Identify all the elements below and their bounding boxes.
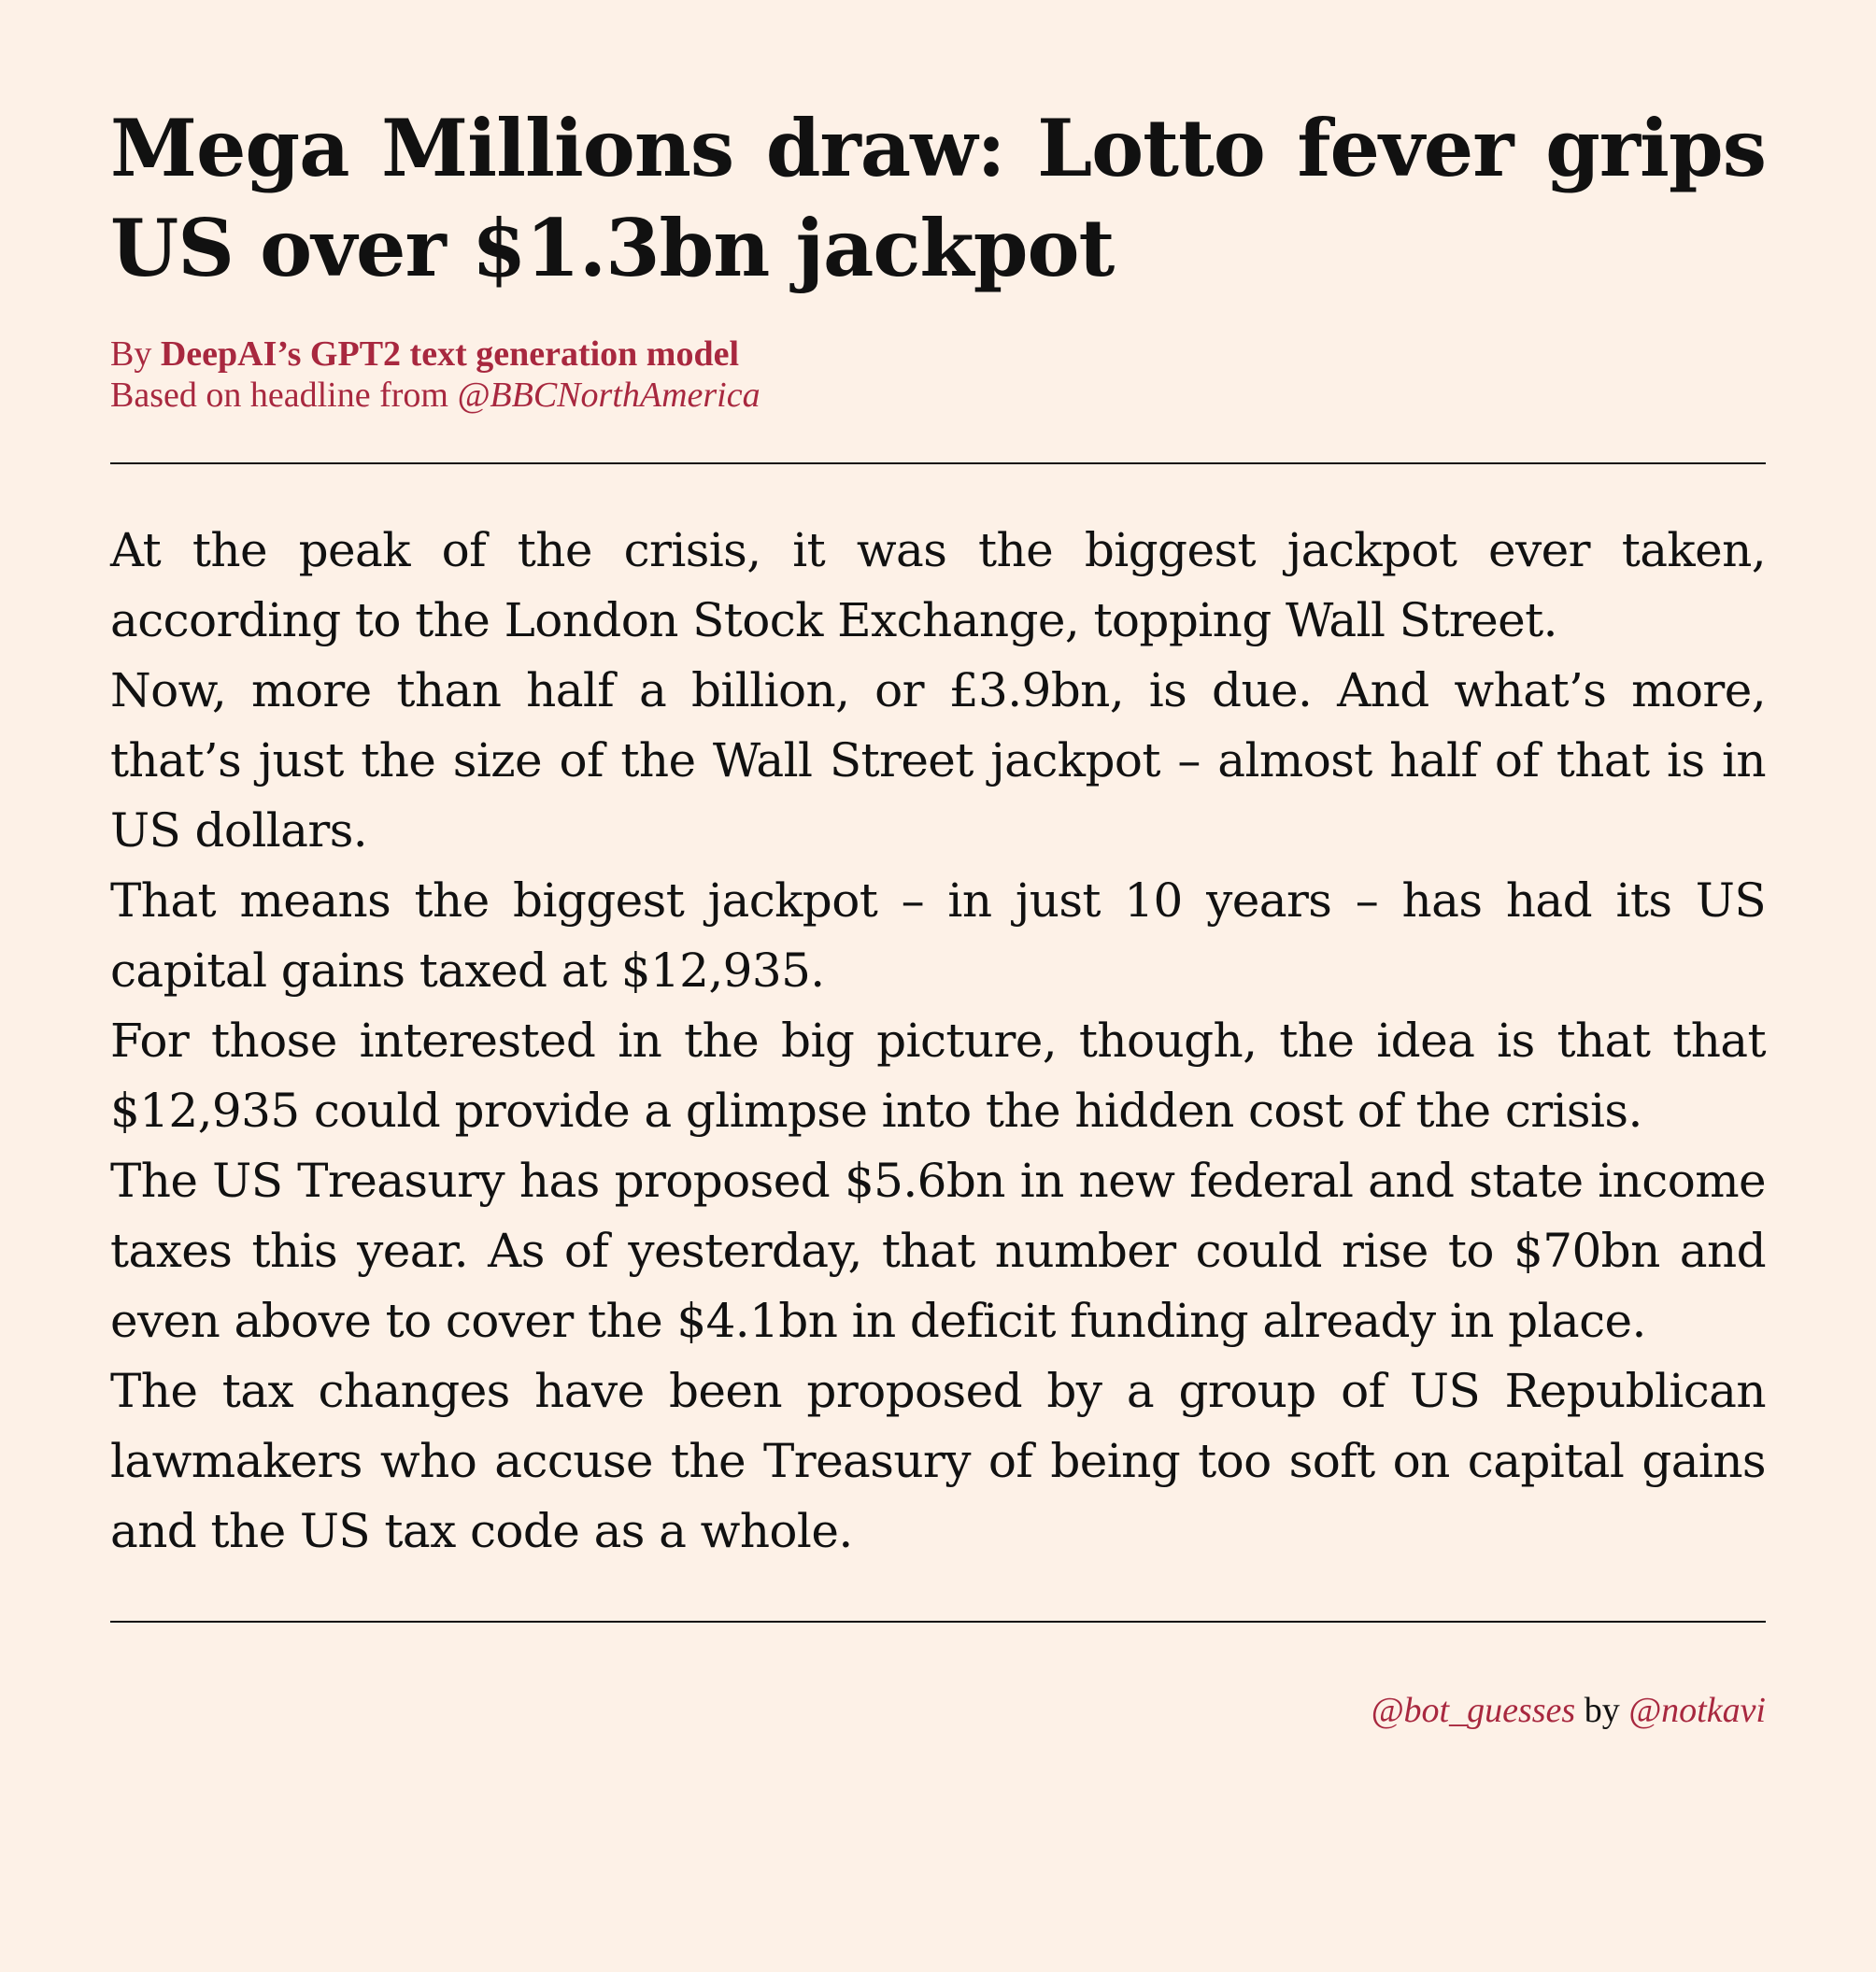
source-handle-link[interactable]: @BBCNorthAmerica xyxy=(457,376,760,415)
paragraph: The US Treasury has proposed $5.6bn in n… xyxy=(110,1154,1767,1348)
byline-prefix: By xyxy=(110,334,161,374)
paragraph: At the peak of the crisis, it was the bi… xyxy=(110,523,1767,647)
author-line: By DeepAI’s GPT2 text generation model xyxy=(110,333,1766,375)
by-word: by xyxy=(1575,1691,1629,1730)
paragraph: For those interested in the big picture,… xyxy=(110,1014,1767,1138)
author-name: DeepAI’s GPT2 text generation model xyxy=(160,334,740,374)
paragraph: Now, more than half a billion, or £3.9bn… xyxy=(110,663,1767,858)
source-line: Based on headline from @BBCNorthAmerica xyxy=(110,375,1766,416)
creator-handle-link[interactable]: @notkavi xyxy=(1628,1691,1766,1730)
headline: Mega Millions draw: Lotto fever grips US… xyxy=(110,102,1767,294)
paragraph: That means the biggest jackpot – in just… xyxy=(110,873,1767,998)
article-body: At the peak of the crisis, it was the bi… xyxy=(110,516,1767,1567)
bottom-divider xyxy=(110,1621,1766,1623)
paragraph: The tax changes have been proposed by a … xyxy=(110,1364,1767,1558)
top-divider xyxy=(110,462,1766,464)
bot-handle-link[interactable]: @bot_guesses xyxy=(1371,1691,1576,1730)
footer-credit: @bot_guesses by @notkavi xyxy=(110,1690,1766,1731)
source-prefix: Based on headline from xyxy=(110,376,458,415)
byline: By DeepAI’s GPT2 text generation model B… xyxy=(110,333,1766,416)
